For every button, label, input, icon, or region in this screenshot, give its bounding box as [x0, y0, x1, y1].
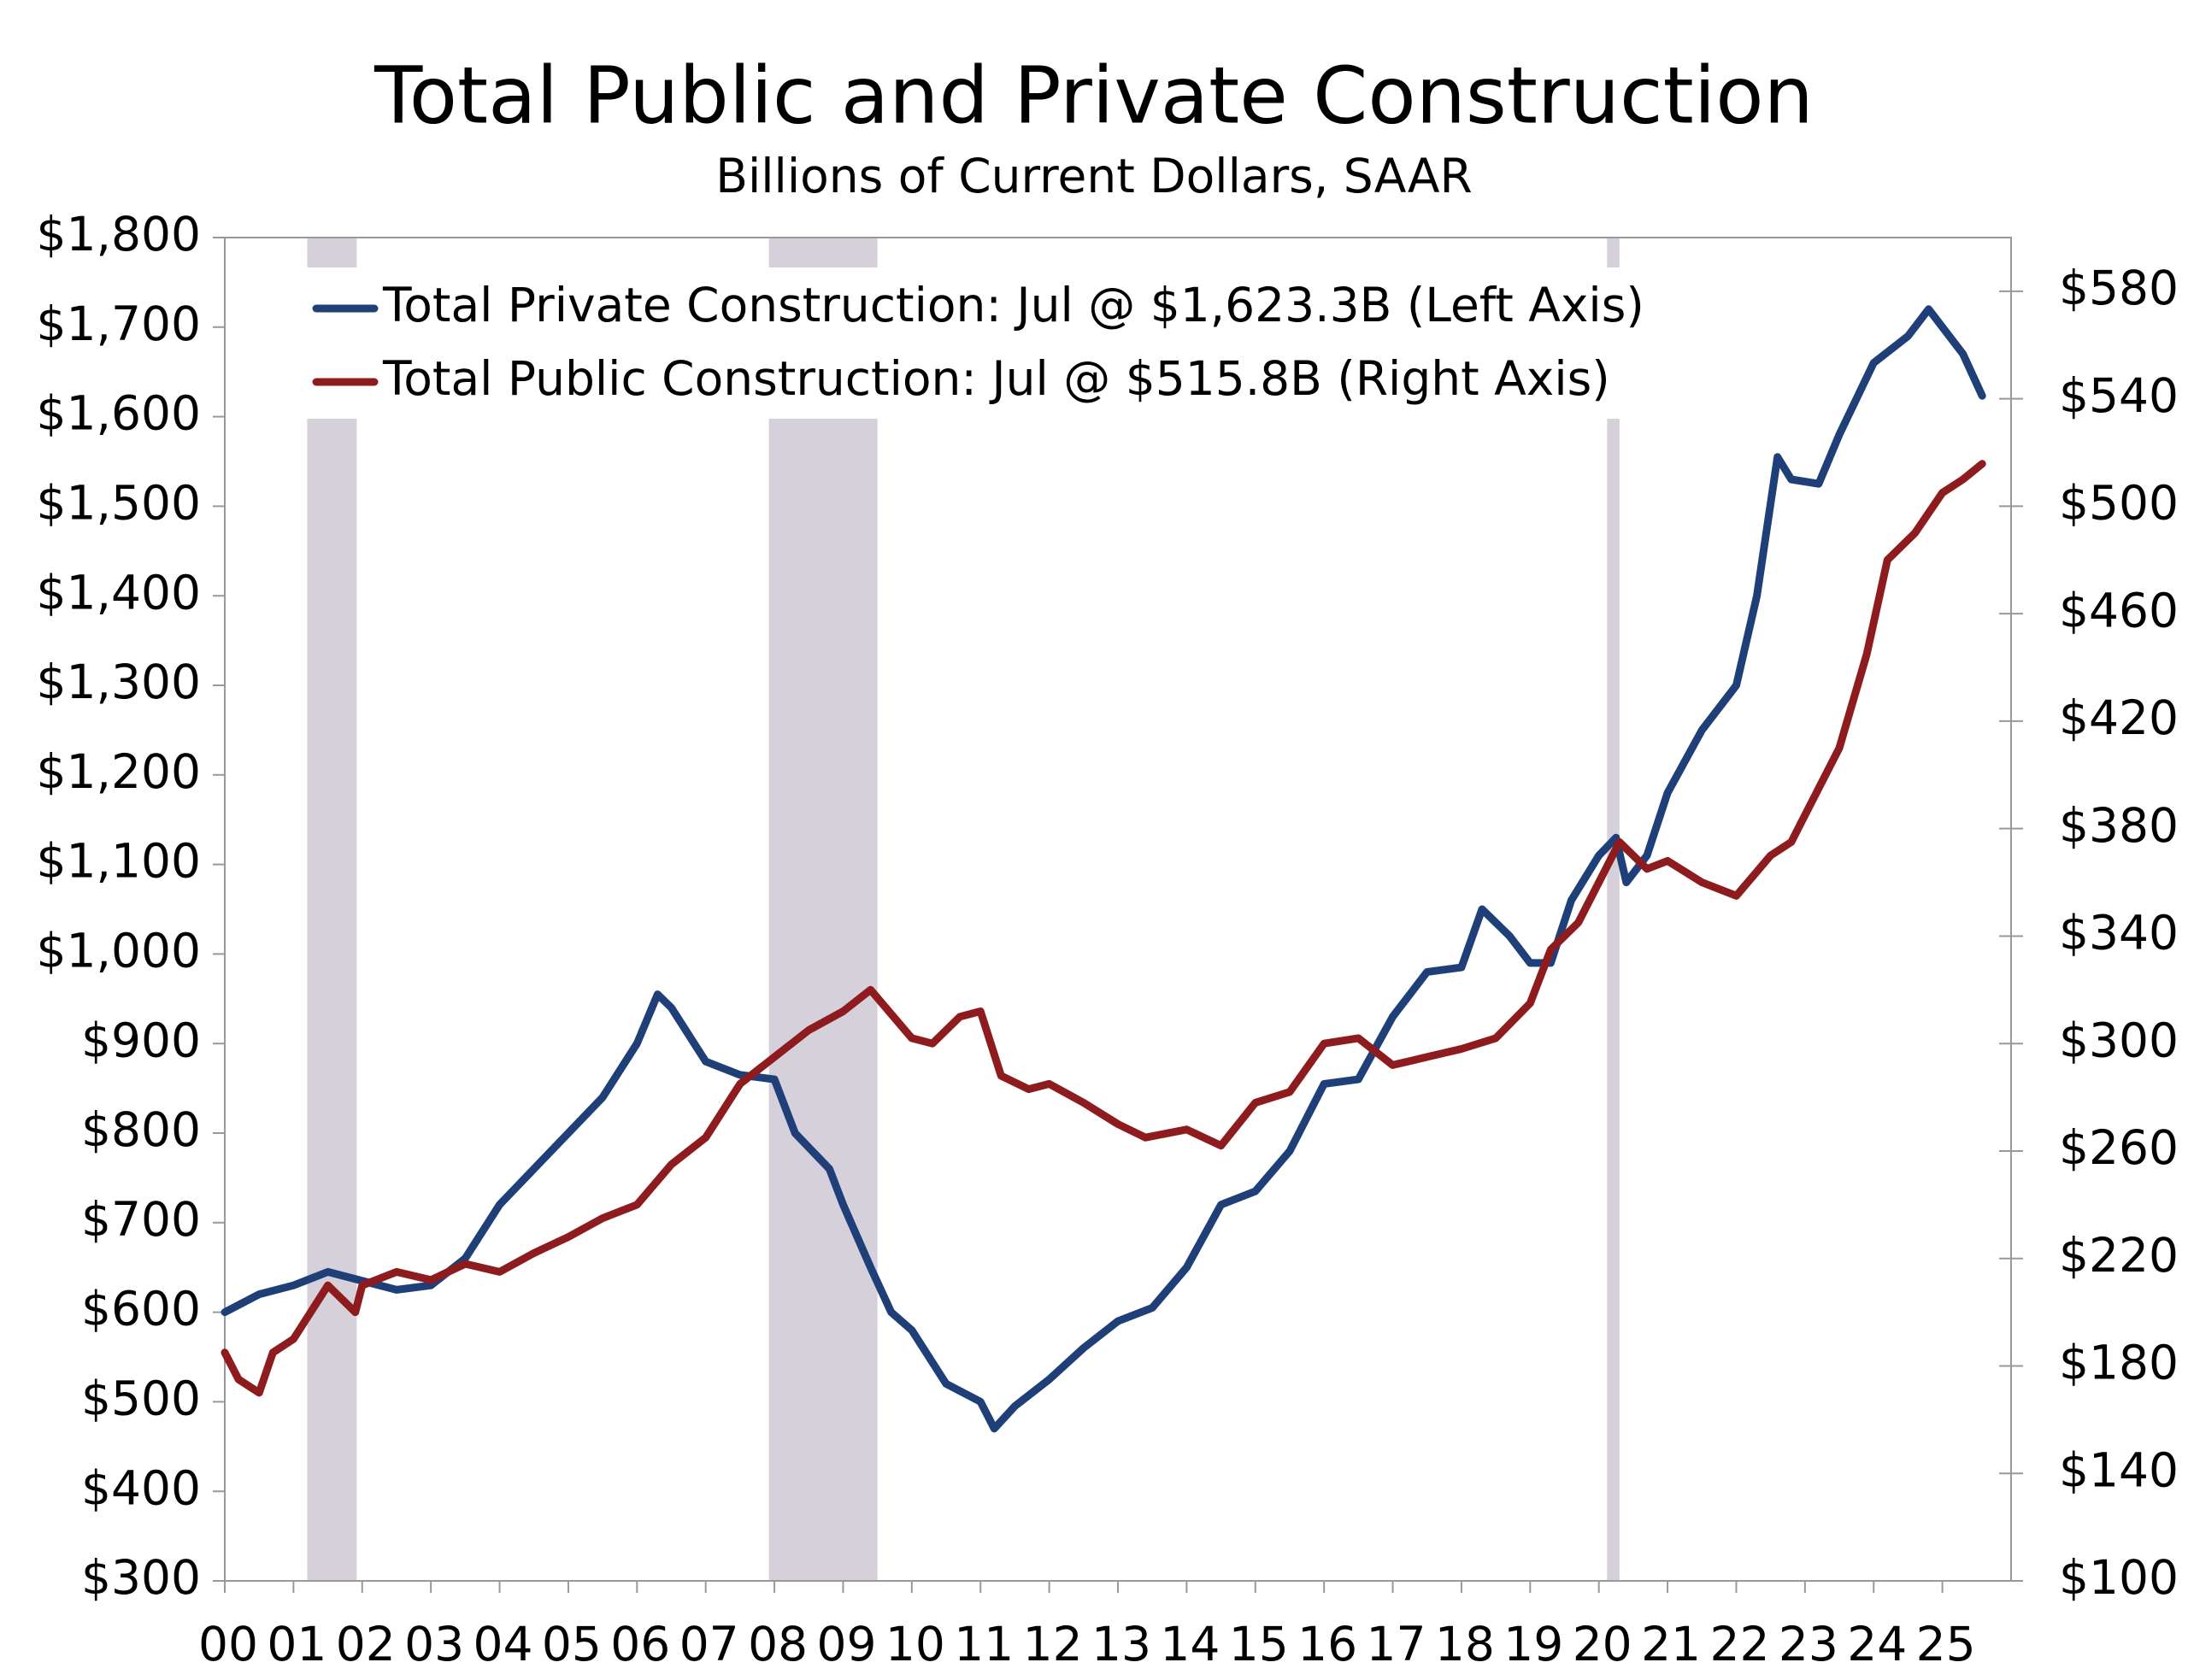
y-tick-label: $500: [81, 1372, 201, 1426]
x-tick-label: 13: [1091, 1617, 1151, 1671]
recession-band: [768, 238, 878, 1581]
x-tick-label: 21: [1641, 1617, 1701, 1671]
x-tick-label: 03: [404, 1617, 464, 1671]
y2-tick-label: $380: [2059, 798, 2179, 853]
x-tick-label: 12: [1023, 1617, 1083, 1671]
y-tick-label: $1,400: [37, 565, 201, 620]
y-tick-label: $1,100: [37, 834, 201, 889]
y-tick-label: $1,000: [37, 924, 201, 978]
legend-box: [293, 267, 1770, 419]
y2-tick-label: $340: [2059, 906, 2179, 960]
x-tick-label: 07: [679, 1617, 739, 1671]
chart-title: Total Public and Private Construction: [373, 50, 1814, 141]
x-tick-label: 17: [1367, 1617, 1426, 1671]
x-tick-label: 16: [1297, 1617, 1357, 1671]
x-tick-label: 09: [816, 1617, 876, 1671]
y2-tick-label: $220: [2059, 1228, 2179, 1283]
y2-tick-label: $580: [2059, 261, 2179, 315]
axes: $300 $400 $500 $600 $700 $800 $900 $1,000 $1,100…: [37, 207, 2179, 1671]
y2-tick-label: $260: [2059, 1120, 2179, 1175]
y-tick-label: $900: [81, 1013, 201, 1067]
y-tick-label: $1,500: [37, 476, 201, 531]
x-tick-label: 04: [473, 1617, 533, 1671]
x-tick-label: 08: [748, 1617, 808, 1671]
y2-tick-label: $540: [2059, 368, 2179, 423]
recessions: [307, 238, 1620, 1581]
y-tick-label: $1,200: [37, 744, 201, 799]
x-tick-label: 20: [1573, 1617, 1632, 1671]
y-tick-label: $700: [81, 1192, 201, 1247]
x-tick-label: 02: [336, 1617, 396, 1671]
x-tick-label: 18: [1435, 1617, 1495, 1671]
y2-tick-label: $180: [2059, 1336, 2179, 1390]
y-tick-label: $1,800: [37, 207, 201, 261]
x-tick-label: 23: [1779, 1617, 1838, 1671]
plot-frame: [224, 237, 2012, 1582]
x-tick-label: 00: [198, 1617, 258, 1671]
x-tick-label: 25: [1916, 1617, 1976, 1671]
y2-tick-label: $100: [2059, 1550, 2179, 1605]
recession-band: [1607, 238, 1620, 1581]
y2-tick-label: $500: [2059, 476, 2179, 531]
y2-tick-label: $460: [2059, 583, 2179, 637]
x-tick-label: 01: [267, 1617, 326, 1671]
y-tick-label: $800: [81, 1102, 201, 1157]
y-tick-label: $1,600: [37, 386, 201, 441]
legend: Total Private Construction: Jul @ $1,623…: [293, 267, 1770, 419]
series-line: [221, 305, 1986, 1433]
legend-label: Total Public Construction: Jul @ $515.8B…: [382, 351, 1610, 406]
chart-subtitle: Billions of Current Dollars, SAAR: [715, 149, 1472, 203]
x-tick-label: 14: [1160, 1617, 1220, 1671]
lines: [221, 305, 1986, 1433]
y2-tick-label: $300: [2059, 1013, 2179, 1067]
x-tick-label: 06: [610, 1617, 670, 1671]
y-tick-label: $1,700: [37, 297, 201, 351]
y-tick-label: $400: [81, 1460, 201, 1515]
x-tick-label: 22: [1709, 1617, 1769, 1671]
x-tick-label: 05: [542, 1617, 602, 1671]
y-tick-label: $300: [81, 1550, 201, 1605]
x-tick-label: 15: [1229, 1617, 1289, 1671]
series-line: [221, 460, 1986, 1397]
x-tick-label: 19: [1503, 1617, 1563, 1671]
y-tick-label: $1,300: [37, 655, 201, 709]
x-tick-label: 10: [885, 1617, 945, 1671]
legend-label: Total Private Construction: Jul @ $1,623…: [382, 278, 1644, 332]
x-tick-label: 11: [954, 1617, 1014, 1671]
recession-band: [307, 238, 357, 1581]
x-tick-label: 24: [1847, 1617, 1907, 1671]
y-tick-label: $600: [81, 1282, 201, 1336]
y2-tick-label: $420: [2059, 690, 2179, 745]
y2-tick-label: $140: [2059, 1442, 2179, 1497]
